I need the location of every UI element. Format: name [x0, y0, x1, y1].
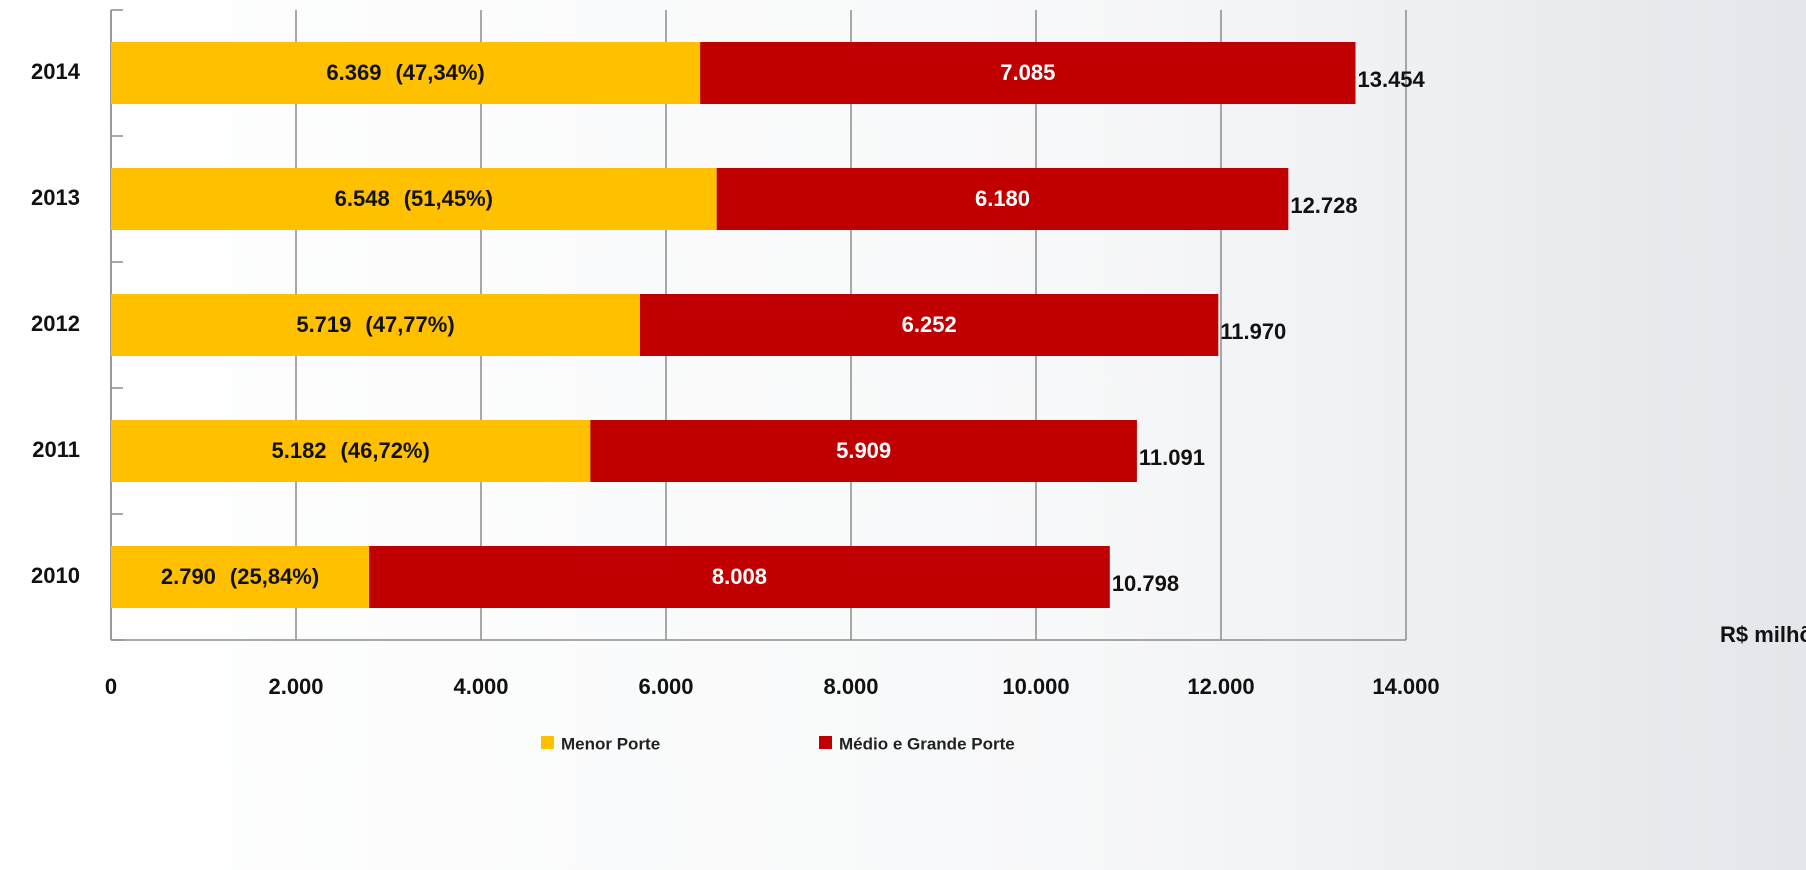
data-label: 2.790 (25,84%) — [161, 564, 319, 589]
total-label: 11.091 — [1139, 445, 1205, 470]
data-label-share: (51,45%) — [404, 186, 493, 211]
x-tick-label: 4.000 — [453, 674, 508, 699]
data-label-value: 5.719 — [296, 312, 351, 337]
legend-label: Médio e Grande Porte — [839, 734, 1015, 753]
x-tick-label: 10.000 — [1002, 674, 1069, 699]
total-label: 11.970 — [1220, 319, 1286, 344]
bar-segment — [369, 546, 1110, 608]
data-label: 7.085 — [1000, 60, 1055, 85]
legend-label: Menor Porte — [561, 734, 660, 753]
data-label: 5.182 (46,72%) — [271, 438, 429, 463]
y-tick-label: 2010 — [31, 563, 80, 588]
x-tick-label: 12.000 — [1187, 674, 1254, 699]
data-label: 6.252 — [902, 312, 957, 337]
x-axis-label: R$ milhões — [1720, 622, 1806, 647]
data-label-value: 6.369 — [326, 60, 381, 85]
legend-swatch — [819, 736, 832, 749]
x-tick-label: 8.000 — [823, 674, 878, 699]
data-label-value: 2.790 — [161, 564, 216, 589]
y-tick-label: 2012 — [31, 311, 80, 336]
bar-segment — [111, 294, 641, 356]
total-label: 12.728 — [1290, 193, 1357, 218]
data-label-share: (25,84%) — [230, 564, 319, 589]
bar-segment — [700, 42, 1356, 104]
total-label: 10.798 — [1112, 571, 1179, 596]
data-label: 5.719 (47,77%) — [296, 312, 454, 337]
data-label: 6.369 (47,34%) — [326, 60, 484, 85]
x-tick-label: 6.000 — [638, 674, 693, 699]
bar-segment — [111, 546, 370, 608]
data-label: 8.008 — [712, 564, 767, 589]
bar-segment — [111, 42, 701, 104]
x-tick-label: 2.000 — [268, 674, 323, 699]
data-label: 6.548 (51,45%) — [335, 186, 493, 211]
data-label-value: 6.548 — [335, 186, 390, 211]
bar-segment — [590, 420, 1137, 482]
data-label: 6.180 — [975, 186, 1030, 211]
data-label: 5.909 — [836, 438, 891, 463]
legend-swatch — [541, 736, 554, 749]
data-label-share: (46,72%) — [341, 438, 430, 463]
y-tick-label: 2014 — [31, 59, 81, 84]
bar-segment — [111, 168, 717, 230]
y-tick-label: 2013 — [31, 185, 80, 210]
data-label-share: (47,34%) — [395, 60, 484, 85]
total-label: 13.454 — [1357, 67, 1425, 92]
data-label-value: 5.182 — [271, 438, 326, 463]
bar-segment — [640, 294, 1219, 356]
bar-segment — [111, 420, 591, 482]
x-tick-label: 0 — [105, 674, 117, 699]
bar-segment — [716, 168, 1289, 230]
y-tick-label: 2011 — [32, 437, 80, 462]
x-tick-label: 14.000 — [1372, 674, 1439, 699]
data-label-share: (47,77%) — [365, 312, 454, 337]
